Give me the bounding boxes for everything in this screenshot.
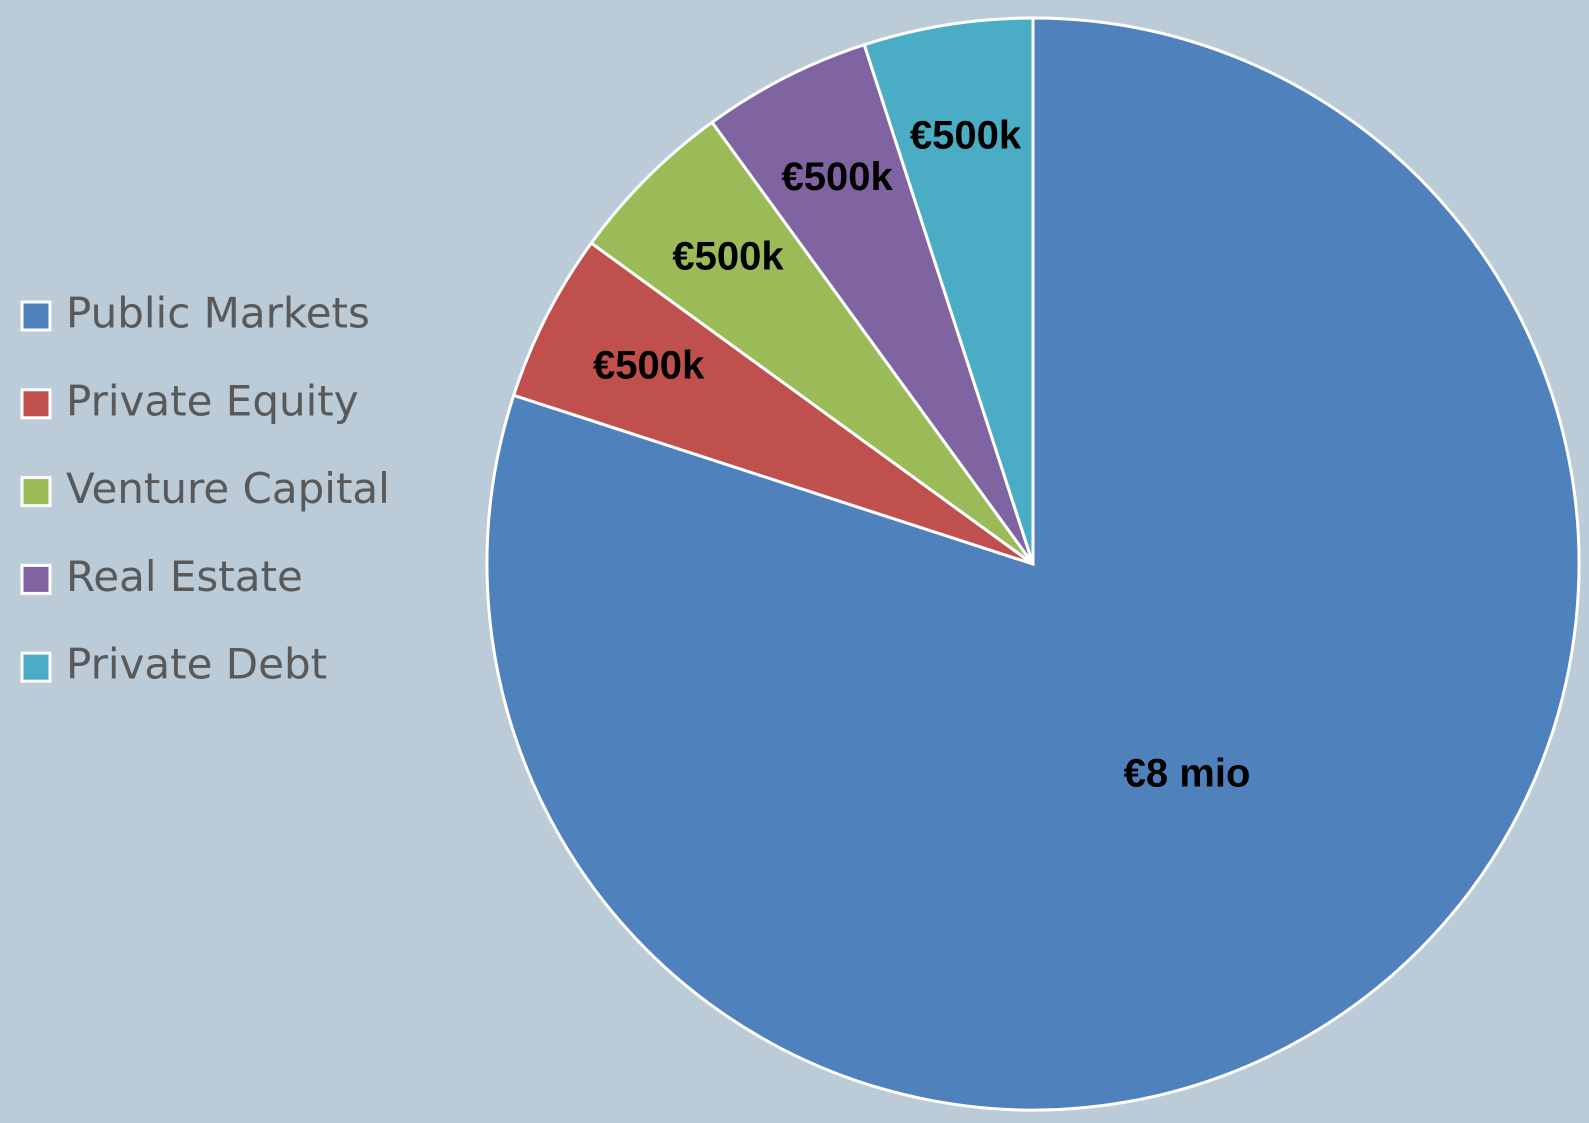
legend-swatch <box>20 476 52 508</box>
pie-slice <box>511 240 1034 566</box>
legend-label: Real Estate <box>66 552 303 601</box>
data-label: €8 mio <box>1124 752 1251 796</box>
legend-swatch <box>20 300 52 332</box>
legend-label: Venture Capital <box>66 464 390 513</box>
data-label: €500k <box>910 114 1022 158</box>
pie-slice <box>589 120 1035 566</box>
data-label: €500k <box>672 235 784 279</box>
legend-swatch <box>20 563 52 595</box>
legend-label: Private Equity <box>66 376 359 425</box>
legend-swatch <box>20 388 52 420</box>
pie-slice <box>709 42 1035 565</box>
data-label: €500k <box>782 155 894 199</box>
data-label: €500k <box>593 344 705 388</box>
legend-swatch <box>20 651 52 683</box>
legend-label: Public Markets <box>66 289 370 338</box>
pie-slice <box>862 16 1035 565</box>
legend-label: Private Debt <box>66 640 327 689</box>
